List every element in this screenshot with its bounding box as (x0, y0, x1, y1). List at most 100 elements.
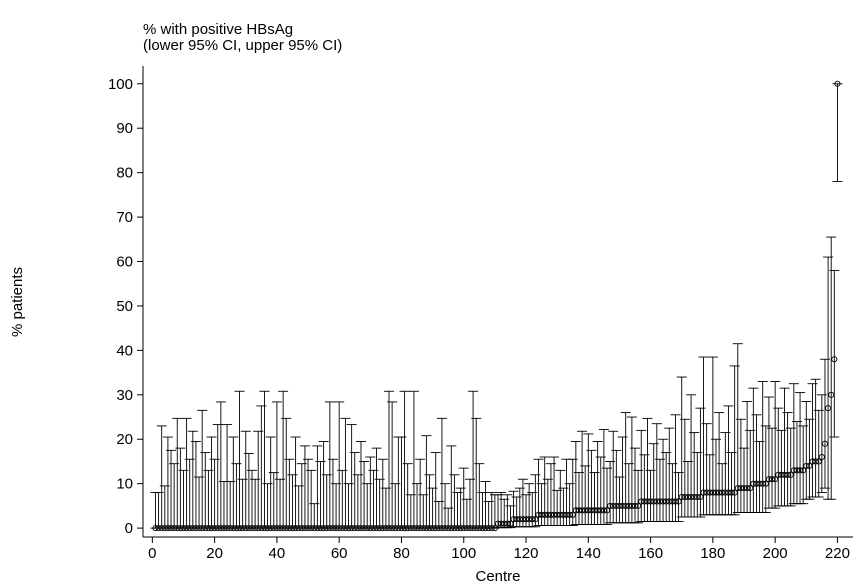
data-point (516, 516, 523, 523)
data-point (572, 507, 579, 514)
data-point (641, 498, 648, 505)
data-point (740, 485, 748, 492)
data-point (765, 476, 772, 483)
data-point (784, 471, 791, 478)
data-point (737, 485, 744, 492)
data-point (688, 493, 695, 501)
data-point (778, 471, 785, 478)
data-point (554, 511, 561, 518)
data-point (551, 511, 558, 518)
data-point (507, 520, 514, 527)
y-tick-label: 0 (125, 520, 133, 537)
data-point (631, 502, 639, 509)
x-tick-label: 200 (763, 545, 788, 562)
x-tick-label: 0 (148, 545, 156, 562)
x-tick-label: 80 (393, 545, 410, 562)
data-point (650, 498, 657, 505)
data-point (825, 405, 832, 412)
x-axis-title: Centre (475, 568, 520, 583)
data-point (538, 511, 545, 518)
data-point (498, 520, 505, 527)
data-point (722, 489, 729, 496)
data-point (834, 80, 841, 87)
data-point (616, 502, 623, 509)
data-point (800, 467, 807, 474)
data-point (656, 498, 663, 505)
data-point (622, 502, 629, 509)
data-point (734, 485, 741, 492)
data-point (744, 485, 751, 492)
data-point (747, 485, 754, 492)
data-point (547, 511, 554, 518)
data-point (725, 489, 732, 496)
data-point (669, 498, 676, 505)
data-point (719, 489, 726, 496)
plot-marks (150, 80, 843, 532)
data-point (684, 493, 692, 501)
chart-subtitle: (lower 95% CI, upper 95% CI) (143, 37, 342, 54)
data-point (762, 480, 769, 487)
data-point (585, 507, 592, 514)
data-point (535, 511, 542, 518)
y-tick-label: 60 (116, 254, 133, 271)
x-tick-label: 220 (825, 545, 850, 562)
data-point (566, 511, 573, 518)
data-point (691, 493, 698, 501)
data-point (790, 467, 797, 474)
data-point (659, 498, 667, 505)
data-point (815, 458, 822, 465)
data-point (582, 507, 589, 514)
data-point (628, 502, 635, 509)
data-point (494, 520, 502, 527)
data-point (635, 502, 642, 509)
data-point (712, 489, 720, 496)
y-tick-label: 70 (116, 209, 133, 226)
data-point (703, 489, 710, 496)
data-point (781, 471, 788, 478)
x-ticks: 0 20 40 60 80 100 120 140 160 180 200 220 (148, 537, 850, 562)
x-tick-label: 120 (514, 545, 539, 562)
data-point (619, 502, 626, 509)
data-point (597, 507, 604, 514)
data-point (557, 511, 564, 518)
data-point (663, 498, 670, 505)
data-point (594, 507, 601, 514)
data-point (697, 493, 704, 501)
data-point (793, 467, 800, 474)
data-point (756, 480, 763, 487)
y-tick-label: 30 (116, 387, 133, 404)
data-point (541, 511, 548, 518)
data-point (607, 502, 614, 509)
data-point (638, 498, 645, 505)
data-point (716, 489, 723, 496)
data-point (591, 507, 598, 514)
data-point (812, 458, 819, 465)
chart-title: % with positive HBsAg (143, 21, 293, 38)
data-point (809, 458, 816, 465)
data-point (806, 462, 813, 469)
data-point (750, 480, 757, 487)
data-point (731, 489, 738, 496)
data-point (544, 511, 551, 518)
data-point (579, 507, 586, 514)
data-point (526, 516, 533, 523)
y-tick-label: 20 (116, 431, 133, 448)
data-point (709, 489, 716, 496)
data-point (753, 480, 760, 487)
x-tick-label: 140 (576, 545, 601, 562)
data-point (678, 493, 685, 501)
data-point (818, 453, 825, 461)
data-point (768, 476, 776, 483)
data-point (803, 462, 810, 469)
data-point (644, 498, 651, 505)
y-tick-label: 10 (116, 476, 133, 493)
data-point (828, 391, 835, 398)
data-point (647, 498, 654, 505)
data-point (797, 467, 804, 474)
data-point (625, 502, 632, 509)
data-point (529, 516, 536, 523)
data-point (700, 489, 707, 496)
data-point (504, 520, 511, 527)
y-tick-label: 50 (116, 298, 133, 315)
